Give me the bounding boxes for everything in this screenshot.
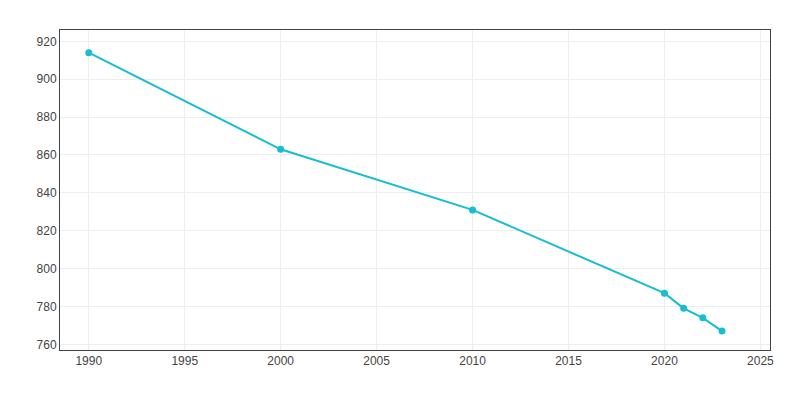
svg-text:860: 860 — [37, 148, 57, 162]
svg-text:1990: 1990 — [75, 354, 102, 368]
svg-text:820: 820 — [37, 224, 57, 238]
svg-text:2015: 2015 — [555, 354, 582, 368]
svg-text:2025: 2025 — [747, 354, 774, 368]
svg-text:840: 840 — [37, 186, 57, 200]
svg-text:920: 920 — [37, 35, 57, 49]
svg-text:880: 880 — [37, 110, 57, 124]
svg-text:2000: 2000 — [267, 354, 294, 368]
svg-text:760: 760 — [37, 338, 57, 352]
svg-text:780: 780 — [37, 300, 57, 314]
svg-text:2020: 2020 — [651, 354, 678, 368]
svg-text:2010: 2010 — [459, 354, 486, 368]
svg-text:800: 800 — [37, 262, 57, 276]
svg-text:1995: 1995 — [171, 354, 198, 368]
svg-text:2005: 2005 — [363, 354, 390, 368]
svg-text:900: 900 — [37, 72, 57, 86]
